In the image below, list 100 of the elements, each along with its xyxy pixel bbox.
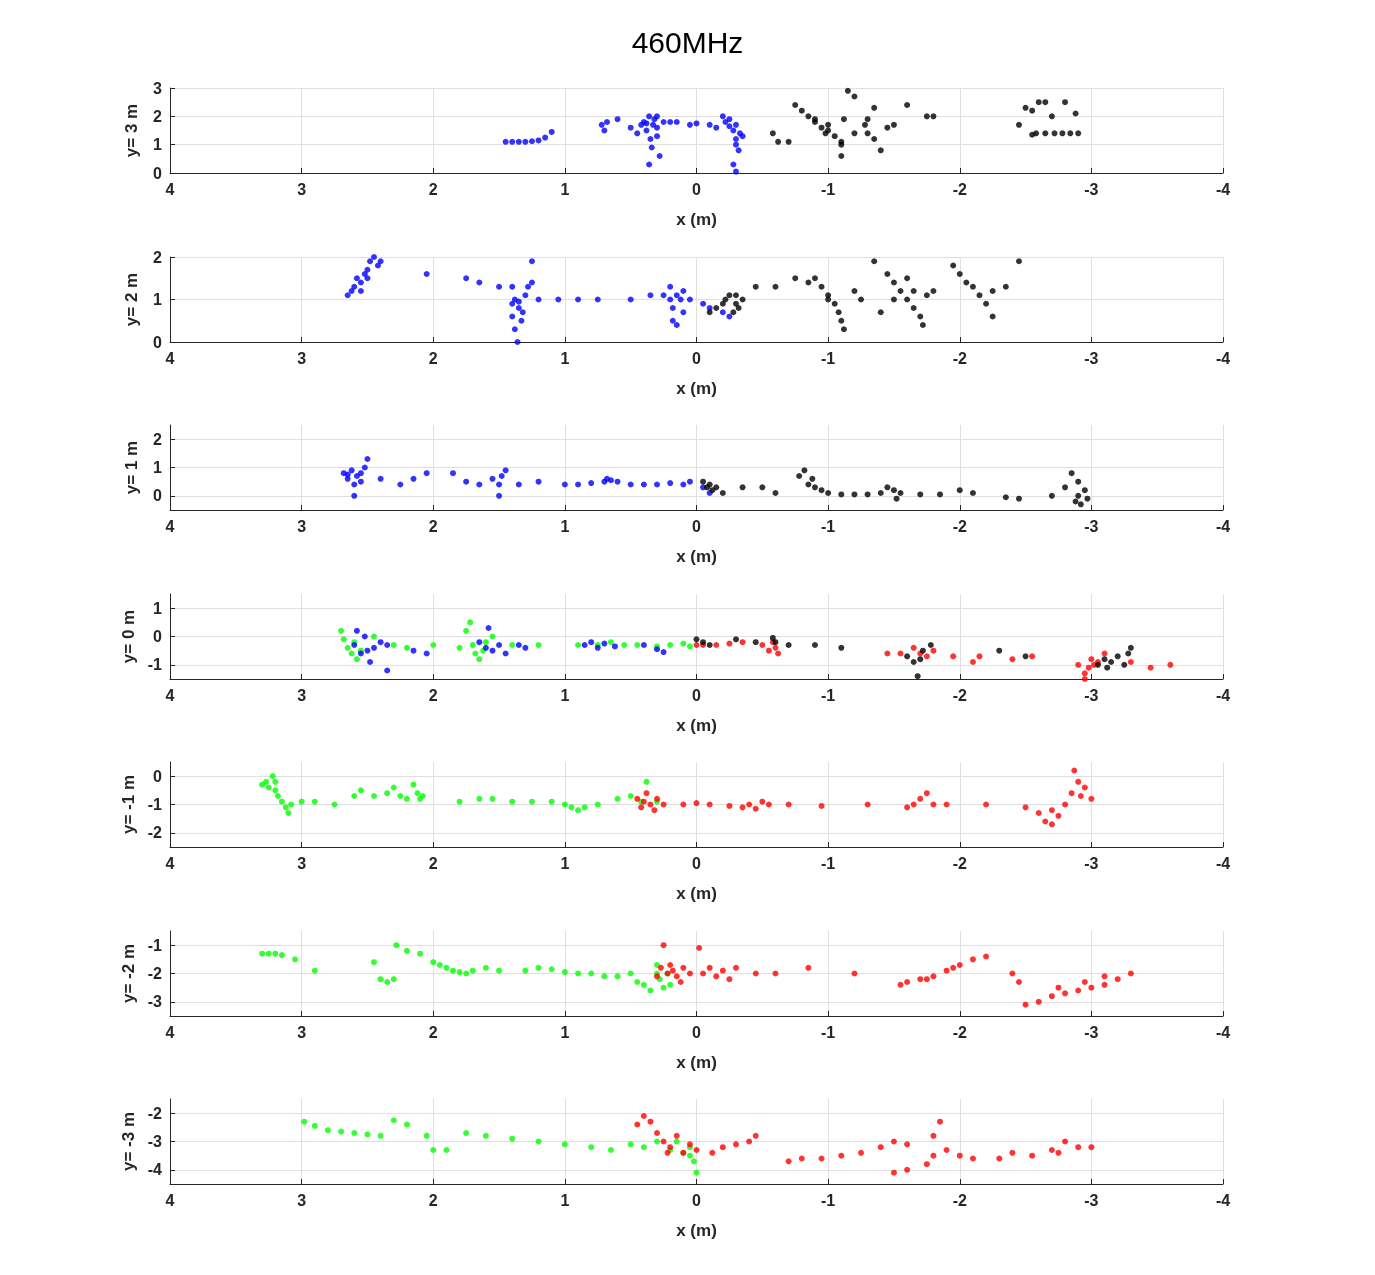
y-axis-title: y= -2 m	[118, 943, 138, 1003]
x-axis-title: x (m)	[676, 378, 717, 398]
x-tick-label: -4	[1215, 1023, 1231, 1040]
y-tick-label: 1	[153, 136, 163, 154]
x-tick-label: -2	[952, 854, 967, 872]
x-tick-label: -1	[821, 686, 836, 703]
x-tick-label: -3	[1084, 1191, 1099, 1209]
y-axis-title: y= 1 m	[122, 440, 141, 495]
x-tick-label: 3	[297, 517, 307, 535]
x-tick-label: 3	[297, 854, 307, 872]
x-tick-label: 4	[165, 349, 175, 366]
x-tick-label: -1	[821, 854, 836, 872]
x-tick-label: -2	[952, 349, 967, 366]
y-tick-label: -4	[147, 1161, 163, 1179]
y-tick-label: 0	[153, 164, 163, 182]
y-tick-label: 3	[153, 79, 163, 97]
x-tick-label: 4	[165, 517, 175, 535]
y-tick-label: 2	[153, 430, 163, 448]
y-tick-label: -2	[147, 824, 163, 842]
x-tick-label: -1	[821, 180, 836, 198]
y-tick-label: 2	[153, 107, 163, 125]
x-tick-label: 0	[692, 517, 702, 535]
x-tick-label: -2	[952, 517, 967, 535]
chart-title: 460MHz	[631, 25, 744, 59]
x-tick-label: -4	[1215, 1191, 1231, 1209]
x-tick-label: -3	[1084, 1023, 1099, 1040]
x-tick-label: 1	[560, 1023, 570, 1040]
x-axis-title: x (m)	[676, 715, 717, 735]
x-tick-label: 0	[692, 854, 702, 872]
x-tick-label: 2	[428, 1023, 438, 1040]
x-tick-label: -2	[952, 1023, 967, 1040]
x-tick-label: -4	[1215, 686, 1231, 703]
x-tick-label: -4	[1215, 349, 1231, 366]
x-tick-label: 2	[428, 1191, 438, 1209]
x-tick-label: -2	[952, 180, 967, 198]
y-tick-label: 2	[153, 248, 163, 265]
x-tick-label: 2	[428, 180, 438, 198]
x-tick-label: -2	[952, 1191, 967, 1209]
x-tick-label: 2	[428, 854, 438, 872]
x-axis-title: x (m)	[676, 547, 717, 566]
x-tick-label: -4	[1215, 180, 1231, 198]
x-tick-label: 0	[692, 349, 702, 366]
y-axis-title: y= -3 m	[118, 1111, 138, 1172]
y-tick-label: -2	[147, 964, 163, 982]
x-tick-label: -3	[1084, 349, 1099, 366]
x-tick-label: -3	[1084, 180, 1099, 198]
y-tick-label: 0	[153, 767, 163, 785]
y-tick-label: 1	[153, 599, 163, 617]
x-tick-label: 3	[297, 686, 307, 703]
x-axis-title: x (m)	[676, 884, 717, 903]
y-tick-label: -2	[147, 1104, 163, 1122]
y-tick-label: -3	[147, 992, 163, 1010]
x-tick-label: 4	[165, 1023, 175, 1040]
x-tick-label: 3	[297, 180, 307, 198]
y-axis-title: y= 0 m	[118, 609, 138, 663]
x-tick-label: 0	[692, 686, 702, 703]
x-tick-label: -1	[821, 1191, 836, 1209]
y-tick-label: 0	[153, 487, 163, 505]
y-axis-title: y= 2 m	[122, 272, 141, 326]
x-tick-label: 2	[428, 517, 438, 535]
x-axis-title: x (m)	[676, 210, 717, 229]
x-tick-label: 1	[560, 854, 570, 872]
x-tick-label: -3	[1084, 686, 1099, 703]
y-tick-label: -1	[147, 796, 163, 813]
x-tick-label: 1	[560, 1191, 570, 1209]
y-axis-title: y= 3 m	[122, 103, 141, 158]
x-tick-label: -1	[821, 1023, 836, 1040]
x-tick-label: 4	[165, 1191, 175, 1209]
x-tick-label: 0	[692, 180, 702, 198]
x-tick-label: 1	[560, 517, 570, 535]
x-tick-label: 1	[560, 180, 570, 198]
x-tick-label: -3	[1084, 517, 1099, 535]
x-tick-label: 0	[692, 1023, 702, 1040]
y-tick-label: 0	[153, 627, 163, 645]
x-axis-title: x (m)	[676, 1052, 717, 1072]
x-tick-label: -1	[821, 349, 836, 366]
x-tick-label: 3	[297, 349, 307, 366]
x-tick-label: 1	[560, 349, 570, 366]
y-axis-title: y= -1 m	[118, 774, 138, 835]
y-tick-label: 0	[153, 333, 163, 350]
y-tick-label: -1	[147, 655, 163, 673]
x-tick-label: -2	[952, 686, 967, 703]
x-tick-label: -3	[1084, 854, 1099, 872]
x-tick-label: 0	[692, 1191, 702, 1209]
y-tick-label: 1	[153, 290, 163, 308]
y-tick-label: -3	[147, 1133, 163, 1150]
x-tick-label: 4	[165, 854, 175, 872]
x-tick-label: 4	[165, 686, 175, 703]
x-tick-label: 3	[297, 1191, 307, 1209]
y-tick-label: 1	[153, 459, 163, 476]
x-tick-label: 4	[165, 180, 175, 198]
y-tick-label: -1	[147, 936, 163, 954]
x-axis-title: x (m)	[676, 1221, 717, 1240]
x-tick-label: 2	[428, 349, 438, 366]
x-tick-label: -4	[1215, 854, 1231, 872]
x-tick-label: -1	[821, 517, 836, 535]
x-tick-label: 2	[428, 686, 438, 703]
x-tick-label: 3	[297, 1023, 307, 1040]
x-tick-label: 1	[560, 686, 570, 703]
x-tick-label: -4	[1215, 517, 1231, 535]
